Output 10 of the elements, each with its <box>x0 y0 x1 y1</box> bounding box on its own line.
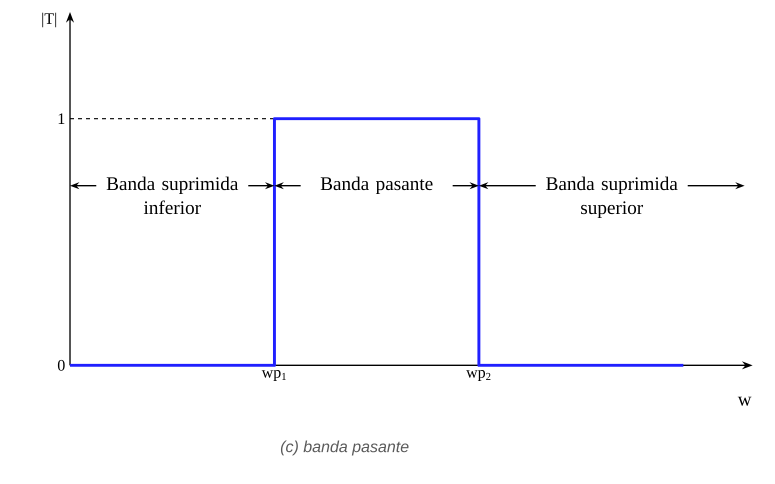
x-tick-label: wp$_{2}$ <box>466 370 490 381</box>
annotation: Banda pasante <box>320 176 433 194</box>
text: (c) banda pasante <box>280 440 409 456</box>
x-axis-title: w <box>738 396 752 406</box>
y-axis-title: |T| <box>42 12 56 28</box>
x-tick-label: wp$_{1}$ <box>262 370 286 381</box>
annotation: Banda suprimida superior <box>546 176 678 218</box>
annotation: Banda suprimida inferior <box>106 176 238 214</box>
y-tick-label: 1 <box>58 113 64 124</box>
y-tick-label: 0 <box>58 360 65 371</box>
